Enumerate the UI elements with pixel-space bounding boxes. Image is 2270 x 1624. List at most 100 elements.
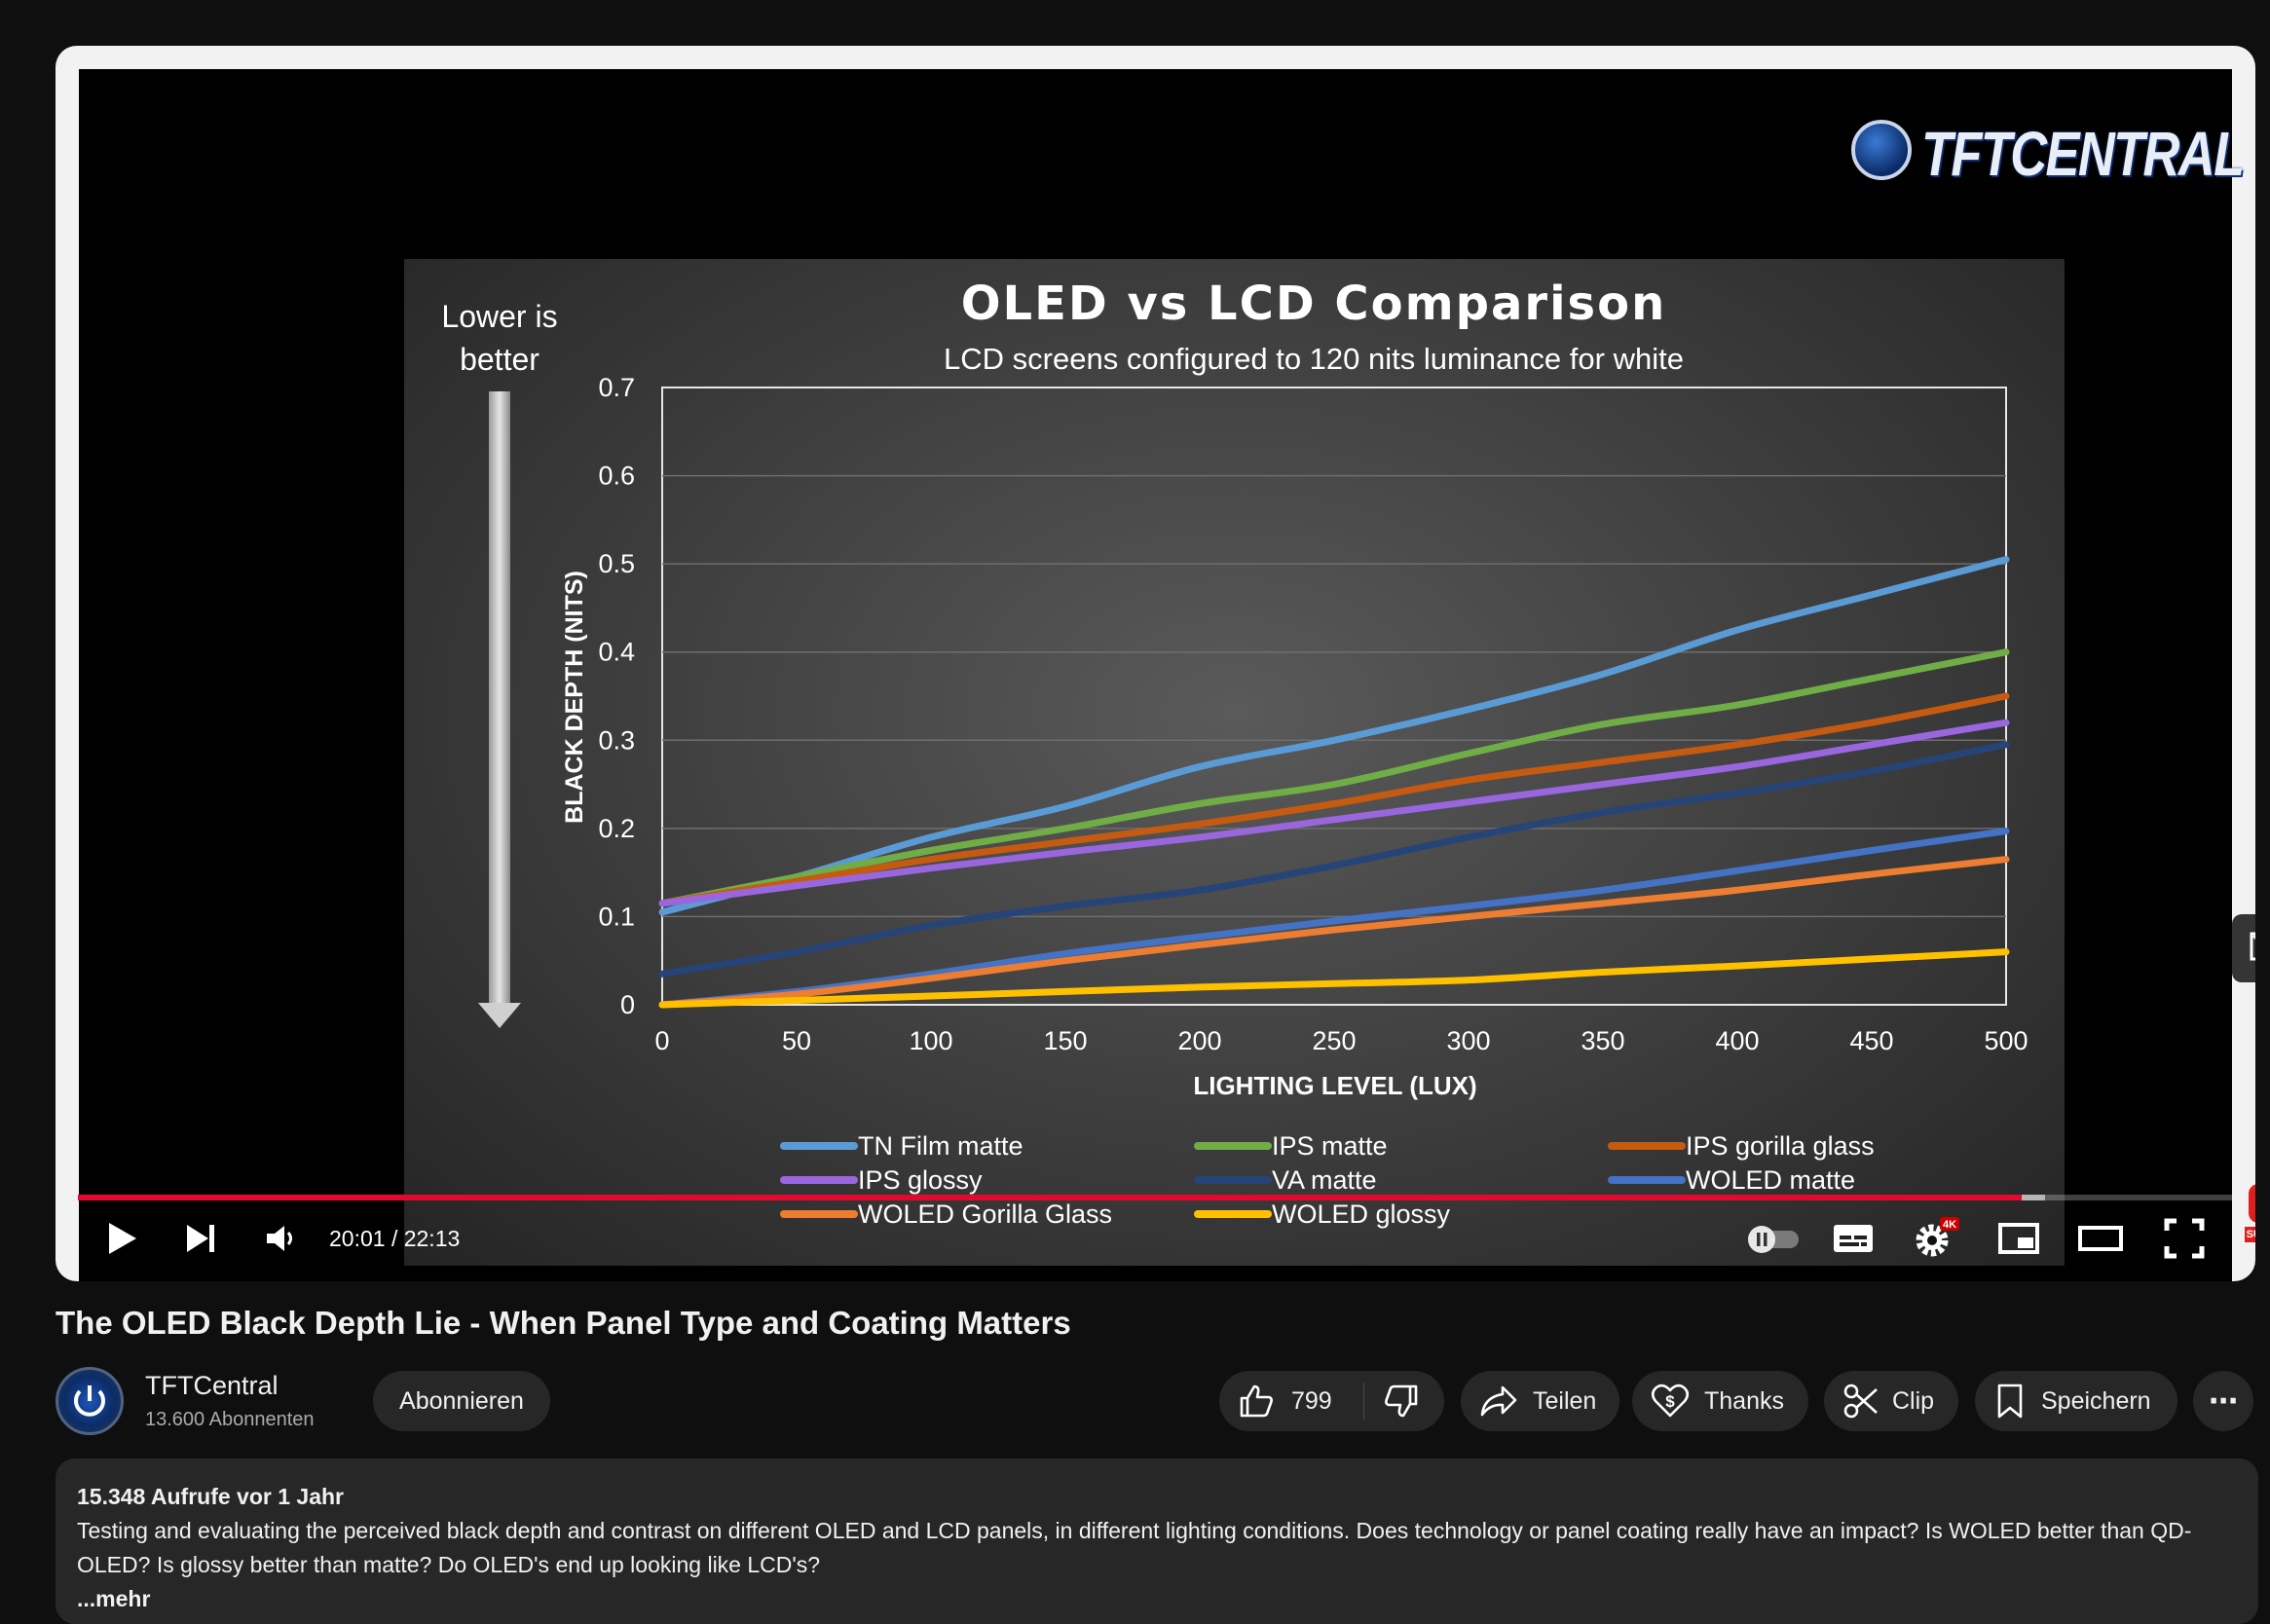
save-label: Speichern [2041, 1386, 2151, 1415]
dislike-button[interactable] [1382, 1382, 1421, 1421]
x-axis-ticks: 0 50 100 150 200 250 300 350 400 450 500 [654, 1026, 2028, 1055]
settings-quality-badge: 4K [1943, 1219, 1956, 1231]
watermark-text: TFTCENTRAL [1921, 119, 2245, 189]
miniplayer-icon [2250, 932, 2255, 961]
more-actions-button[interactable]: ⋯ [2193, 1371, 2253, 1431]
progress-bar[interactable] [78, 1195, 2232, 1200]
description-box[interactable]: 15.348 Aufrufe vor 1 Jahr Testing and ev… [56, 1458, 2258, 1624]
save-button[interactable]: Speichern [1975, 1371, 2177, 1431]
y-axis-label: BLACK DEPTH (NITS) [561, 571, 588, 824]
settings-button[interactable]: 4K [1901, 1203, 1969, 1273]
side-note-line2: better [460, 342, 540, 377]
x-tick-label: 450 [1849, 1026, 1893, 1055]
subscribe-watermark[interactable]: SUBSCRIBE [2245, 1184, 2255, 1248]
subtitles-icon [1834, 1225, 1873, 1252]
x-tick-label: 300 [1446, 1026, 1490, 1055]
miniplayer-icon [1998, 1223, 2039, 1254]
series-line-va-matte [658, 741, 2010, 978]
like-dislike-group: 799 [1219, 1371, 1444, 1431]
series-line-tn-film-matte [658, 556, 2010, 916]
series-line-ips-matte [658, 648, 2010, 907]
thanks-button[interactable]: $ Thanks [1632, 1371, 1808, 1431]
show-more-link[interactable]: ...mehr [77, 1586, 151, 1611]
plot-border [661, 387, 2007, 1006]
share-button[interactable]: Teilen [1461, 1371, 1619, 1431]
like-count: 799 [1291, 1386, 1332, 1415]
clip-button[interactable]: Clip [1824, 1371, 1958, 1431]
legend-label: IPS gorilla glass [1686, 1131, 1875, 1161]
video-frame[interactable]: TFTCENTRAL i Lower is better [79, 69, 2255, 1281]
video-player[interactable]: TFTCENTRAL i Lower is better [56, 46, 2255, 1281]
x-tick-label: 100 [909, 1026, 952, 1055]
subscribe-watermark-label: SUBSCRIBE [2245, 1227, 2255, 1242]
power-icon [74, 1385, 105, 1417]
miniplayer-control-button[interactable] [1985, 1203, 2053, 1273]
x-tick-label: 200 [1177, 1026, 1221, 1055]
share-label: Teilen [1533, 1386, 1597, 1415]
next-button[interactable] [171, 1203, 230, 1273]
chart-subtitle: LCD screens configured to 120 nits lumin… [944, 342, 1684, 376]
legend-label: TN Film matte [858, 1131, 1023, 1161]
theater-mode-button[interactable] [2066, 1203, 2135, 1273]
theater-icon [2078, 1226, 2123, 1251]
legend-label: IPS glossy [858, 1165, 983, 1195]
series-line-ips-gorilla-glass [658, 692, 2010, 907]
x-tick-label: 350 [1581, 1026, 1624, 1055]
chart-panel: Lower is better OLED vs LCD Comparison L… [404, 259, 2065, 1266]
series-line-woled-gorilla-glass [658, 856, 2010, 1009]
volume-icon [267, 1226, 292, 1251]
y-tick-label: 0.2 [598, 814, 635, 843]
chart-legend: TN Film matte IPS matte IPS gorilla glass I… [780, 1131, 1875, 1229]
x-tick-label: 250 [1312, 1026, 1356, 1055]
subscriber-count: 13.600 Abonnenten [145, 1409, 315, 1430]
y-tick-label: 0 [620, 990, 635, 1019]
power-icon [1851, 120, 1912, 180]
clip-label: Clip [1892, 1386, 1935, 1415]
legend-label: WOLED matte [1686, 1165, 1855, 1195]
played-bar [78, 1195, 2022, 1200]
subscribe-button[interactable]: Abonnieren [373, 1371, 550, 1431]
bookmark-icon [1997, 1384, 2023, 1419]
series-line-woled-matte [658, 828, 2010, 1009]
autoplay-toggle[interactable] [1739, 1203, 1807, 1273]
chart-title: OLED vs LCD Comparison [961, 277, 1666, 331]
player-controls: 20:01 / 22:13 4K [78, 1203, 2232, 1273]
thumbs-down-icon [1384, 1384, 1418, 1418]
y-tick-label: 0.6 [598, 461, 635, 491]
plot-area [661, 387, 2007, 1006]
thumbs-up-icon [1240, 1384, 1273, 1418]
thanks-label: Thanks [1704, 1386, 1784, 1415]
y-tick-label: 0.1 [598, 902, 635, 931]
side-note-line1: Lower is [441, 299, 557, 334]
view-stats: 15.348 Aufrufe vor 1 Jahr [77, 1484, 344, 1509]
like-button[interactable]: 799 [1237, 1382, 1332, 1421]
play-button[interactable] [92, 1203, 150, 1273]
x-tick-label: 0 [654, 1026, 669, 1055]
skip-next-icon [187, 1225, 214, 1252]
channel-watermark-logo: TFTCENTRAL [1851, 116, 2245, 196]
fullscreen-button[interactable] [2150, 1203, 2218, 1273]
x-axis-label: LIGHTING LEVEL (LUX) [1193, 1071, 1476, 1100]
miniplayer-button[interactable] [2232, 914, 2255, 982]
legend-label: WOLED Gorilla Glass [858, 1200, 1112, 1229]
series-line-ips-glossy [658, 719, 2010, 907]
channel-avatar[interactable] [56, 1367, 124, 1435]
youtube-icon [2249, 1184, 2255, 1223]
mute-button[interactable] [251, 1203, 310, 1273]
svg-text:$: $ [1665, 1392, 1675, 1411]
description-text: Testing and evaluating the perceived bla… [77, 1518, 2192, 1577]
autoplay-icon [1748, 1226, 1799, 1253]
legend-label: IPS matte [1272, 1131, 1388, 1161]
x-tick-label: 500 [1984, 1026, 2028, 1055]
share-icon [1480, 1385, 1517, 1417]
channel-name[interactable]: TFTCentral [145, 1371, 279, 1400]
series-line-woled-glossy [658, 948, 2010, 1009]
chart: Lower is better OLED vs LCD Comparison L… [441, 277, 2028, 1229]
video-title: The OLED Black Depth Lie - When Panel Ty… [56, 1305, 1071, 1341]
scissors-icon [1843, 1384, 1878, 1419]
subtitles-button[interactable] [1819, 1203, 1887, 1273]
down-arrow-icon [478, 391, 521, 1028]
buffer-bar [2021, 1195, 2045, 1200]
time-display: 20:01 / 22:13 [329, 1226, 461, 1251]
x-tick-label: 400 [1715, 1026, 1759, 1055]
